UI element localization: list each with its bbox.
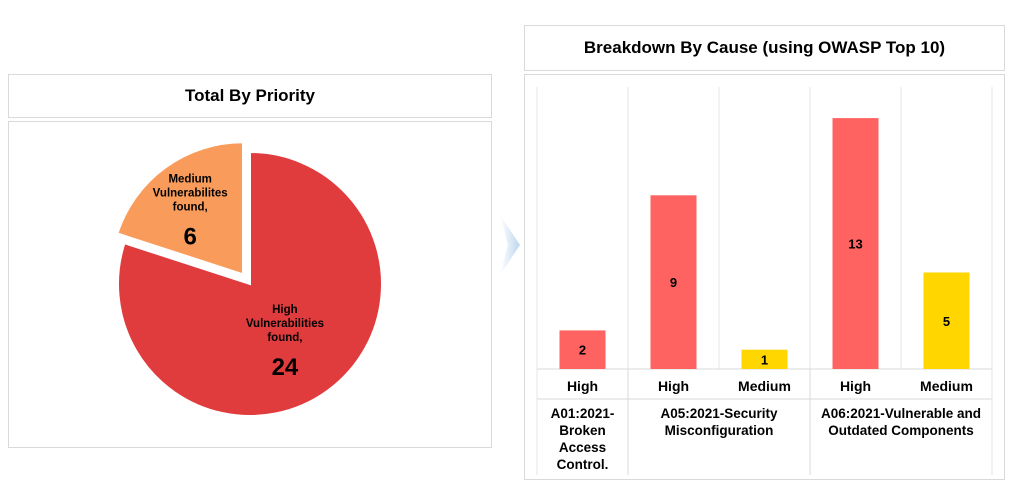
bar-chart-title: Breakdown By Cause (using OWASP Top 10) <box>524 25 1005 71</box>
flow-arrow-icon <box>500 215 520 275</box>
bar-3-medium <box>923 272 970 369</box>
pie-chart-title: Total By Priority <box>8 74 492 118</box>
pie-chart: High Vulnerabilities found, 24 Medium Vulnera… <box>116 141 383 417</box>
group-label-2: A05:2021-Security Misconfiguration <box>660 406 778 438</box>
bar-chart-panel: 2 High 9 High 1 Medium 13 High 5 Medium A01:2021-B… <box>524 74 1005 480</box>
bar-chart: 2 High 9 High 1 Medium 13 High 5 Medium A01:2021-B… <box>536 87 993 475</box>
bar-data-label: 2 <box>579 343 586 358</box>
bar-2-medium <box>741 349 788 369</box>
x-tick-label: Medium <box>920 378 973 394</box>
group-label-1: A01:2021-Broken Access Control. <box>551 406 615 472</box>
pie-label-high: High Vulnerabilities found, <box>246 304 324 344</box>
pie-value-high: 24 <box>272 354 299 381</box>
x-tick-label: Medium <box>738 378 791 394</box>
x-tick-label: High <box>658 378 689 394</box>
bar-data-label: 13 <box>848 237 862 252</box>
bar-3-high <box>832 118 879 369</box>
pie-value-medium: 6 <box>184 224 197 251</box>
bar-data-label: 1 <box>761 352 768 367</box>
x-tick-label: High <box>567 378 598 394</box>
pie-slice-medium <box>116 141 244 276</box>
bar-data-label: 9 <box>670 275 677 290</box>
bar-data-label: 5 <box>943 314 950 329</box>
bar-1-high <box>559 330 606 369</box>
pie-label-medium: Medium Vulnerabilites found, <box>153 174 228 214</box>
pie-slice-high <box>117 150 383 417</box>
bar-2-high <box>650 195 697 369</box>
x-tick-label: High <box>840 378 871 394</box>
pie-chart-panel: High Vulnerabilities found, 24 Medium Vulnera… <box>8 121 492 448</box>
group-label-3: A06:2021-Vulnerable and Outdated Componen… <box>821 406 981 438</box>
